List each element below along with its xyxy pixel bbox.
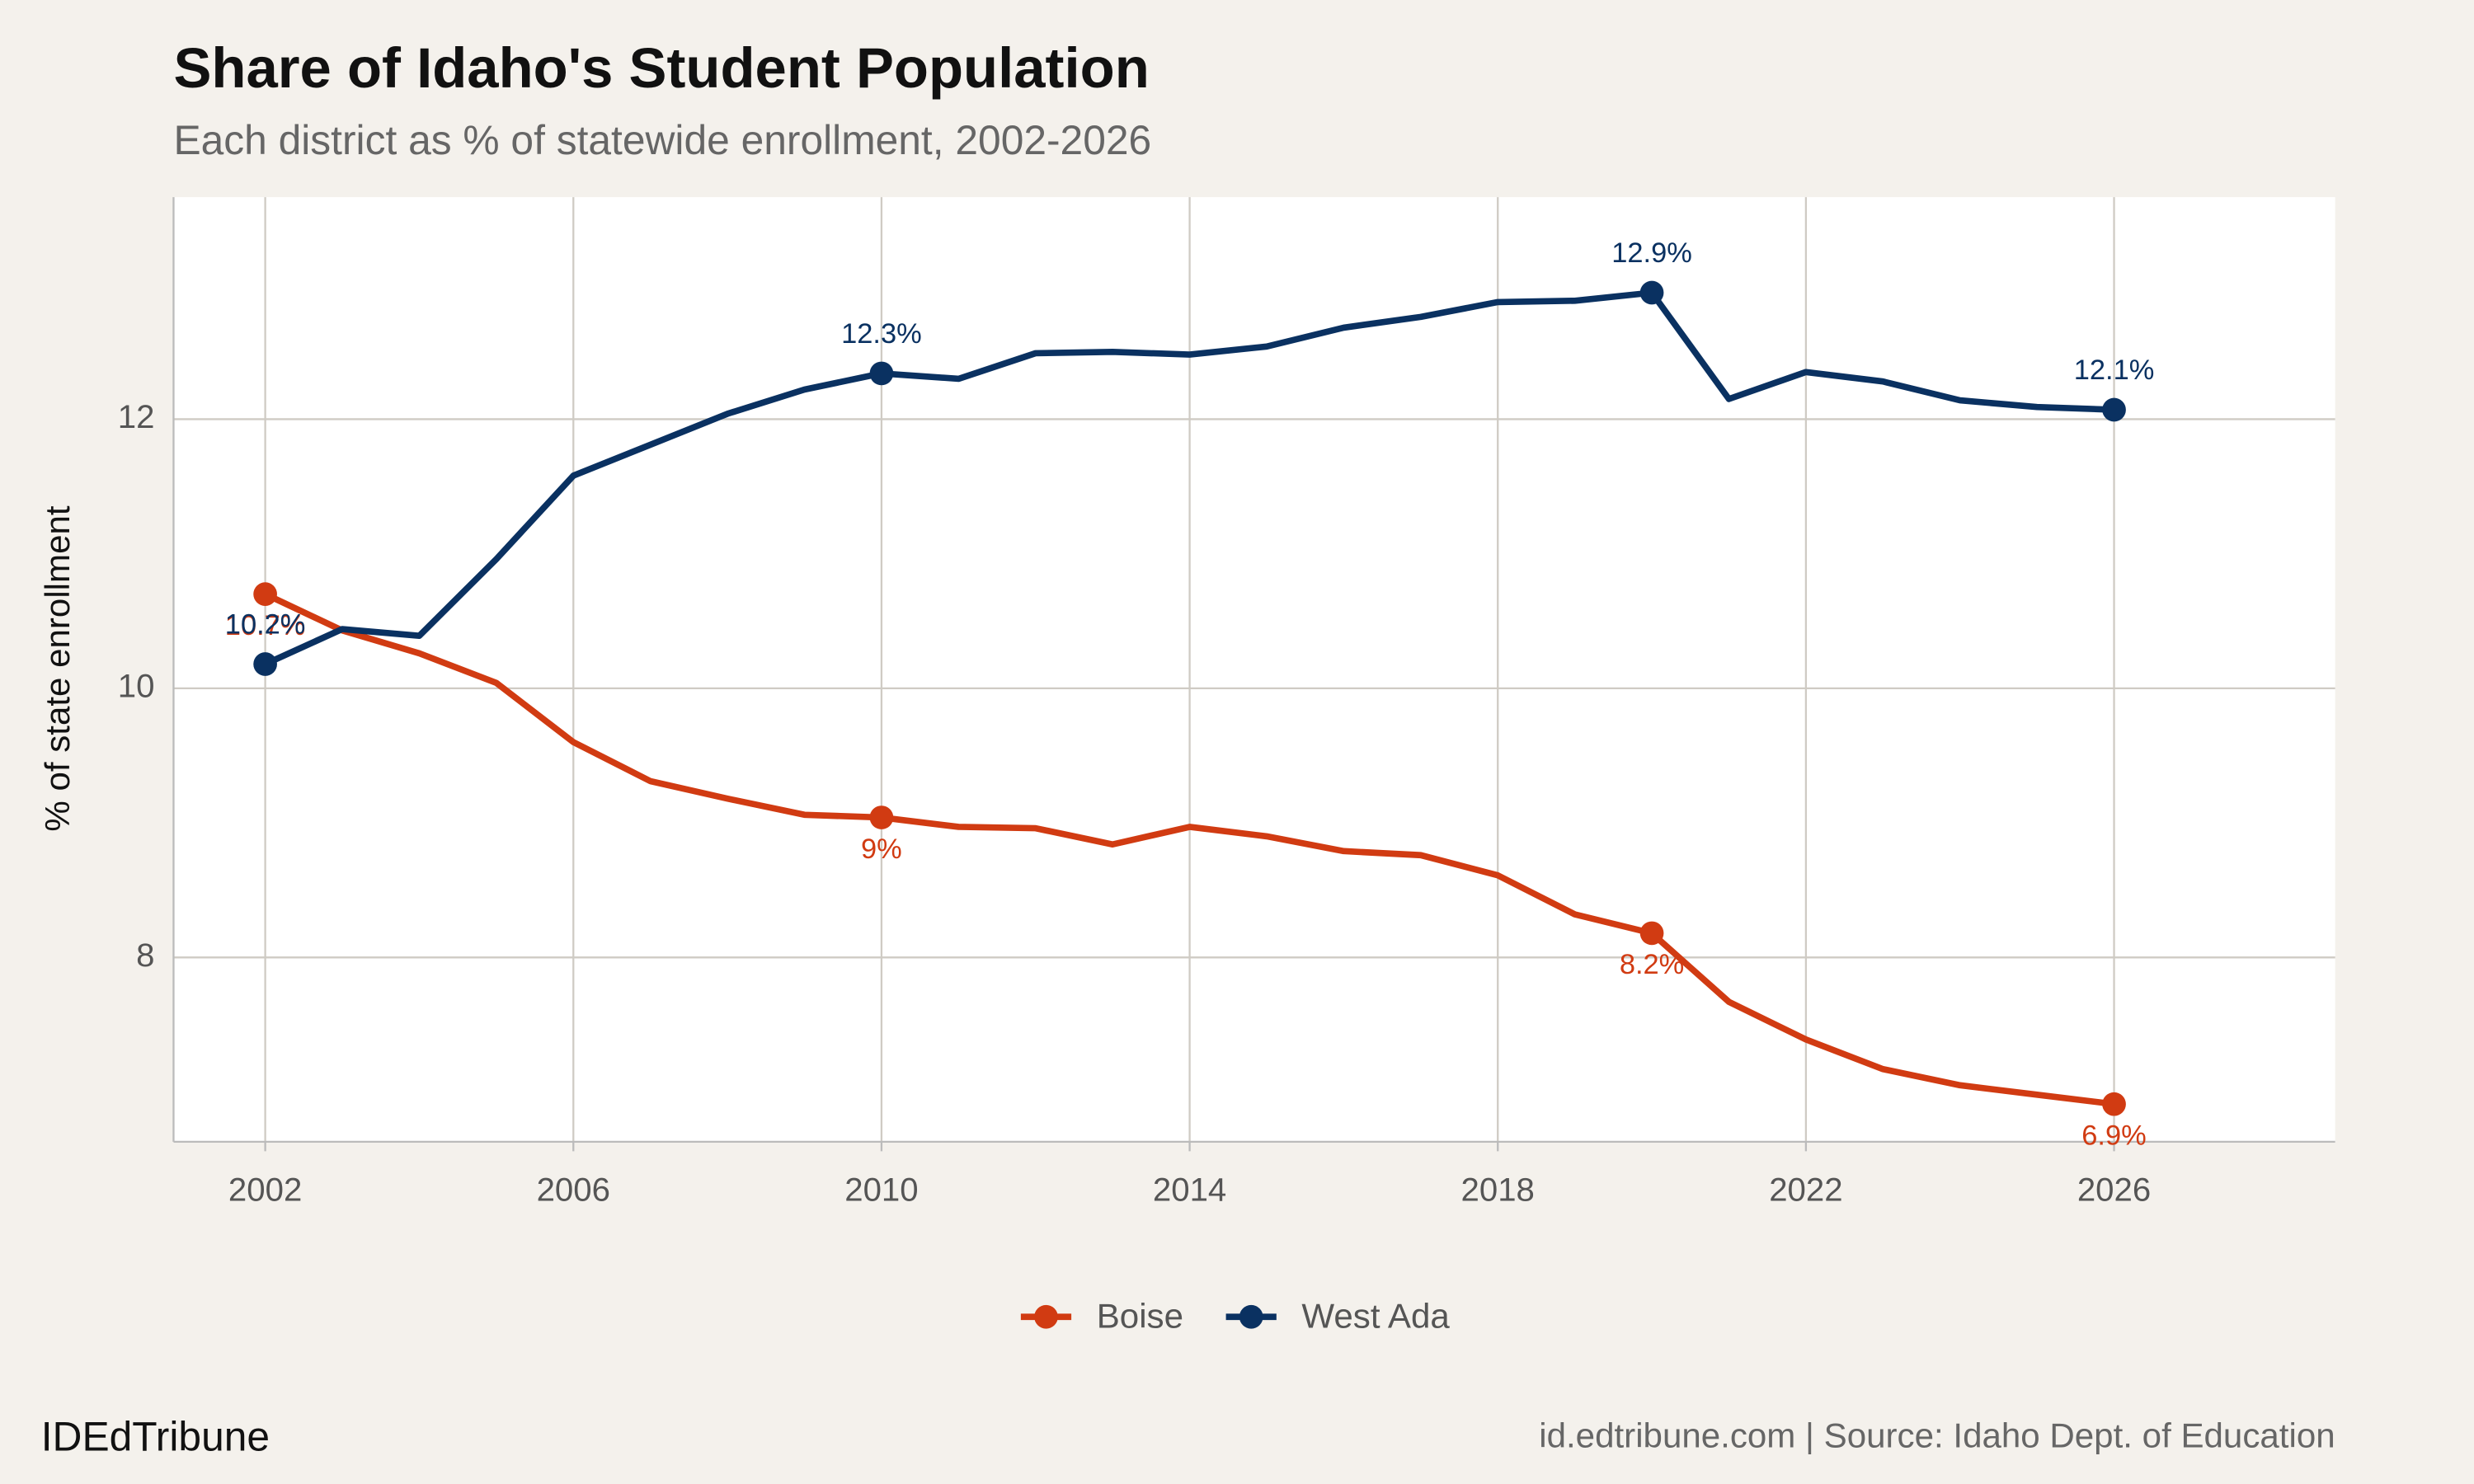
data-label: 12.1% xyxy=(2074,355,2155,386)
branding: IDEdTribune xyxy=(41,1414,270,1460)
data-line xyxy=(263,591,2115,1108)
x-tick-label: 2026 xyxy=(2077,1172,2151,1209)
legend-marker xyxy=(1034,1304,1058,1329)
data-point xyxy=(1639,280,1664,305)
plot-background xyxy=(173,197,2335,1142)
x-tick-label: 2022 xyxy=(1769,1172,1842,1209)
x-tick-label: 2018 xyxy=(1461,1172,1535,1209)
chart-title: Share of Idaho's Student Population xyxy=(173,36,1149,100)
data-label: 12.9% xyxy=(1611,237,1692,269)
data-label: 8.2% xyxy=(1620,949,1684,980)
data-point xyxy=(2102,397,2126,422)
data-point xyxy=(1639,921,1664,946)
y-tick-label: 8 xyxy=(136,937,154,974)
x-tick-label: 2006 xyxy=(537,1172,610,1209)
data-label: 9% xyxy=(861,834,902,865)
chart-subtitle: Each district as % of statewide enrollme… xyxy=(173,117,1151,163)
y-tick-label: 12 xyxy=(118,398,155,435)
x-tick-label: 2010 xyxy=(844,1172,918,1209)
data-point xyxy=(253,582,277,606)
legend-marker xyxy=(1239,1304,1263,1329)
data-label: 12.3% xyxy=(841,318,922,350)
data-point xyxy=(869,805,894,829)
data-line xyxy=(264,289,2114,667)
y-axis-label: % of state enrollment xyxy=(38,505,77,832)
y-tick-label: 10 xyxy=(118,667,155,704)
source-note: id.edtribune.com | Source: Idaho Dept. o… xyxy=(1539,1416,2335,1455)
data-point xyxy=(2102,1092,2126,1116)
x-tick-label: 2014 xyxy=(1153,1172,1226,1209)
x-tick-label: 2002 xyxy=(228,1172,302,1209)
data-point xyxy=(253,652,277,676)
data-point xyxy=(869,361,894,386)
data-label: 10.2% xyxy=(225,609,306,641)
data-label: 10.7% xyxy=(225,610,306,641)
legend-label: West Ada xyxy=(1301,1296,1450,1335)
legend-label: Boise xyxy=(1097,1296,1183,1335)
data-label: 6.9% xyxy=(2081,1120,2146,1151)
